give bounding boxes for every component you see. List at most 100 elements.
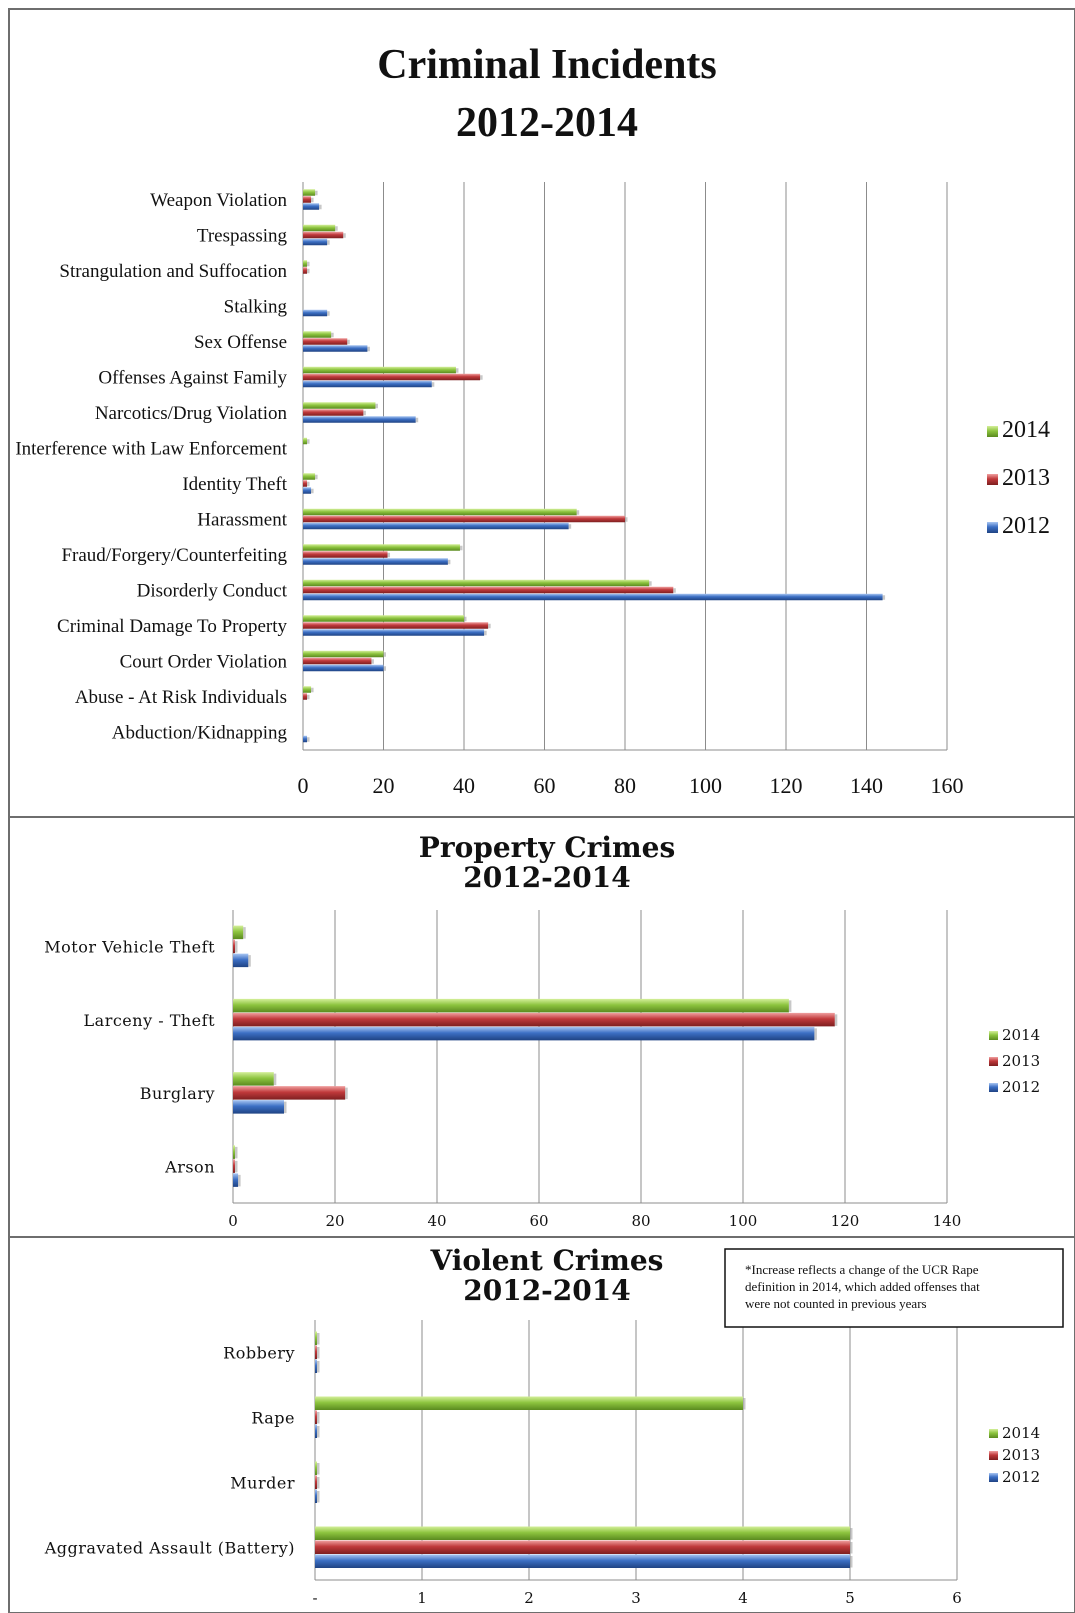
bar-shadow — [850, 1528, 853, 1540]
bar-stalking-2012 — [303, 309, 328, 317]
category-label-identity-theft: Identity Theft — [182, 474, 287, 495]
bar-shadow — [235, 1146, 238, 1159]
bar-shadow — [307, 694, 310, 700]
bar-shadow — [367, 346, 370, 352]
x-tick-label: 5 — [845, 1589, 855, 1607]
bar-offenses-against-family-2014 — [303, 366, 456, 374]
bar-shadow — [834, 1014, 838, 1026]
bar-shadow — [459, 545, 463, 551]
bar-arson-2014 — [233, 1145, 235, 1159]
bar-arson-2012 — [233, 1173, 239, 1187]
bar-rape-2012 — [315, 1424, 317, 1438]
bar-disorderly-conduct-2012 — [303, 593, 883, 601]
bar-murder-2014 — [315, 1461, 317, 1475]
bar-harassment-2014 — [303, 508, 577, 516]
bar-identity-theft-2012 — [303, 487, 312, 494]
x-tick-label: 4 — [738, 1589, 748, 1607]
bar-shadow — [327, 311, 330, 316]
x-tick-label: 160 — [931, 773, 964, 798]
legend-label-2013: 2013 — [1002, 1052, 1040, 1070]
x-tick-label: 3 — [631, 1589, 641, 1607]
bar-shadow — [311, 687, 314, 693]
bar-fraud-forgery-counterfeiting-2013 — [303, 551, 388, 558]
bar-disorderly-conduct-2013 — [303, 586, 674, 594]
bar-shadow — [375, 403, 378, 409]
bar-shadow — [850, 1542, 853, 1554]
bar-shadow — [568, 524, 572, 529]
bar-shadow — [317, 1347, 320, 1359]
category-label-sex-offense: Sex Offense — [194, 332, 287, 353]
bar-rape-2013 — [315, 1410, 317, 1424]
bar-robbery-2013 — [315, 1345, 317, 1359]
legend-label-2013: 2013 — [1002, 465, 1050, 491]
bar-shadow — [311, 197, 314, 203]
bar-shadow — [319, 204, 322, 210]
bar-criminal-damage-to-property-2014 — [303, 615, 464, 622]
bar-shadow — [317, 1491, 320, 1503]
bar-shadow — [248, 955, 251, 967]
rape-definition-note-box — [724, 1248, 1064, 1328]
bar-sex-offense-2014 — [303, 331, 332, 338]
criminal-title: Criminal Incidents — [377, 42, 717, 88]
bar-shadow — [317, 1333, 320, 1345]
bar-court-order-violation-2014 — [303, 650, 384, 658]
bar-shadow — [383, 652, 386, 657]
bar-burglary-2014 — [233, 1072, 274, 1086]
criminal-incidents-chart: 0 20 40 60 80 100 120 140 160 Weapon Violation Tre… — [15, 182, 1050, 798]
bar-shadow — [345, 1087, 348, 1100]
x-tick-label: 6 — [952, 1589, 962, 1607]
bar-trespassing-2013 — [303, 231, 344, 239]
bar-murder-2013 — [315, 1475, 317, 1489]
bar-larceny-theft-2012 — [233, 1026, 815, 1041]
note-line: *Increase reflects a change of the UCR R… — [745, 1262, 979, 1277]
panel-border-violent — [8, 1236, 1075, 1613]
legend-swatch-2012 — [989, 1083, 998, 1092]
legend-swatch-2013 — [987, 474, 998, 485]
bar-fraud-forgery-counterfeiting-2012 — [303, 558, 448, 565]
bar-disorderly-conduct-2014 — [303, 579, 650, 587]
bar-interference-with-law-enforcement-2014 — [303, 437, 308, 445]
bar-shadow — [850, 1556, 853, 1568]
x-tick-label: 80 — [631, 1212, 650, 1230]
bar-shadow — [307, 737, 310, 742]
category-label-fraud-forgery-counterfeiting: Fraud/Forgery/Counterfeiting — [61, 545, 287, 566]
bar-shadow — [235, 941, 238, 953]
bar-shadow — [331, 332, 334, 338]
bar-offenses-against-family-2013 — [303, 373, 481, 381]
bar-criminal-damage-to-property-2012 — [303, 629, 485, 636]
bar-strangulation-and-suffocation-2013 — [303, 267, 308, 274]
legend-swatch-2014 — [989, 1031, 998, 1040]
bar-weapon-violation-2013 — [303, 196, 312, 203]
bar-harassment-2013 — [303, 515, 625, 523]
bar-shadow — [480, 375, 483, 380]
bar-shadow — [464, 616, 467, 622]
bar-shadow — [307, 481, 310, 487]
bar-shadow — [649, 581, 652, 586]
category-label-burglary: Burglary — [140, 1084, 215, 1103]
bar-shadow — [335, 226, 338, 231]
category-label-abduction-kidnapping: Abduction/Kidnapping — [112, 722, 288, 743]
category-label-stalking: Stalking — [224, 296, 288, 317]
violent-title: Violent Crimes — [430, 1244, 664, 1277]
bar-shadow — [315, 190, 318, 196]
bar-shadow — [238, 1174, 241, 1187]
category-label-robbery: Robbery — [223, 1344, 295, 1363]
violent-crimes-chart: - 1 2 3 4 5 6 Robbery Rape Murder Aggravated Assau… — [44, 1320, 1040, 1607]
bar-fraud-forgery-counterfeiting-2014 — [303, 544, 460, 551]
legend-swatch-2012 — [987, 522, 998, 533]
bar-shadow — [387, 552, 391, 558]
bar-weapon-violation-2014 — [303, 189, 316, 196]
x-tick-label: 0 — [228, 1212, 238, 1230]
bar-burglary-2013 — [233, 1086, 346, 1100]
bar-narcotics-drug-violation-2012 — [303, 416, 416, 423]
bar-shadow — [273, 1073, 277, 1086]
bar-narcotics-drug-violation-2013 — [303, 409, 364, 416]
rape-definition-note: *Increase reflects a change of the UCR R… — [745, 1262, 980, 1311]
property-crimes-chart: 0 20 40 60 80 100 120 140 Motor Vehicle Theft Lar… — [44, 910, 1040, 1230]
category-label-interference-with-law-enforcement: Interference with Law Enforcement — [15, 438, 287, 459]
legend-swatch-2013 — [989, 1451, 998, 1460]
bar-court-order-violation-2012 — [303, 664, 384, 672]
bar-shadow — [243, 927, 246, 939]
x-tick-label: 120 — [770, 773, 803, 798]
